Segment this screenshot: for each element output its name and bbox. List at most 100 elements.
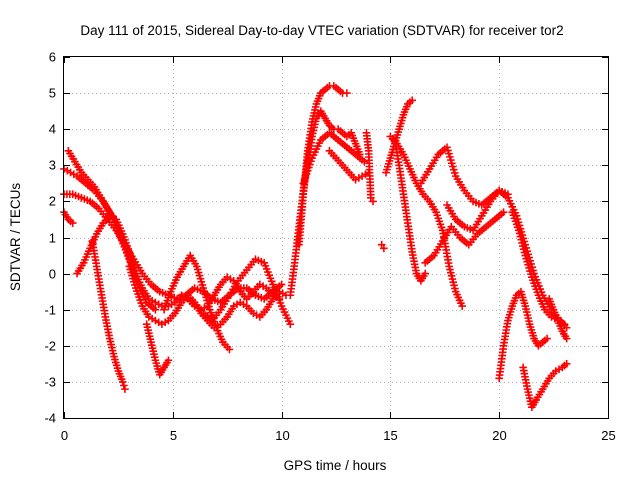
y-tick-label: 2: [49, 194, 56, 209]
data-point: [526, 256, 534, 265]
data-point: [387, 151, 396, 159]
data-point: [383, 165, 391, 174]
data-point: [198, 281, 207, 289]
data-point: [128, 257, 136, 266]
data-point: [518, 290, 526, 299]
data-point: [531, 282, 539, 291]
data-point: [369, 197, 377, 206]
data-point: [265, 271, 273, 279]
grid: [64, 57, 608, 418]
data-point: [130, 278, 138, 286]
data-point: [68, 219, 77, 227]
data-series: [417, 143, 512, 209]
data-point: [151, 356, 160, 365]
data-point: [445, 262, 453, 271]
data-point: [530, 279, 538, 288]
data-point: [507, 305, 516, 313]
data-point: [264, 268, 272, 276]
x-tick-label: 25: [601, 428, 615, 443]
data-point: [518, 293, 527, 302]
x-tick-label: 10: [275, 428, 289, 443]
data-point: [267, 277, 276, 286]
data-point: [133, 287, 141, 295]
data-point: [408, 96, 416, 105]
data-series: [508, 208, 569, 328]
data-point: [135, 293, 143, 301]
data-point: [562, 360, 571, 368]
data-point: [543, 334, 551, 343]
data-point: [207, 308, 215, 317]
data-point: [200, 287, 208, 295]
y-axis-label: SDTVAR / TECUs: [8, 183, 23, 292]
data-point: [162, 299, 171, 308]
y-tick-label: 1: [49, 231, 56, 246]
data-point: [303, 166, 312, 175]
data-point: [519, 242, 527, 250]
data-point: [137, 299, 146, 307]
data-point: [202, 293, 210, 302]
data-point: [515, 229, 524, 238]
data-point: [449, 165, 458, 174]
x-tick-label: 15: [383, 428, 397, 443]
data-point: [527, 326, 536, 334]
data-point: [532, 285, 540, 294]
data-point: [529, 331, 537, 340]
data-point: [205, 305, 214, 314]
data-point: [211, 320, 220, 329]
data-point: [199, 284, 208, 292]
data-point: [421, 269, 430, 278]
data-point: [398, 113, 407, 122]
data-point: [533, 288, 542, 297]
data-point: [131, 281, 139, 289]
data-point: [435, 217, 444, 226]
data-point: [520, 299, 529, 308]
data-point: [432, 208, 440, 217]
data-point: [528, 273, 536, 282]
data-point: [195, 271, 204, 280]
data-point: [446, 265, 454, 274]
data-point: [122, 239, 130, 247]
data-point: [499, 208, 508, 217]
data-point: [519, 245, 528, 254]
data-point: [524, 261, 532, 269]
data-point: [523, 257, 531, 266]
data-point: [519, 296, 528, 305]
data-point: [205, 302, 213, 311]
data-point: [127, 268, 135, 277]
data-point: [192, 262, 201, 271]
y-tick-label: 4: [49, 122, 56, 137]
data-point: [383, 162, 392, 171]
data-point: [525, 320, 534, 328]
data-point: [517, 287, 525, 296]
data-point: [286, 320, 295, 328]
y-tick-label: -2: [44, 339, 56, 354]
data-point: [197, 278, 206, 286]
x-tick-label: 5: [170, 428, 177, 443]
data-point: [386, 154, 395, 162]
y-tick-label: -1: [44, 303, 56, 318]
data-point: [266, 274, 275, 283]
data-point: [111, 355, 119, 364]
data-point: [436, 220, 445, 229]
y-tick-label: 3: [49, 158, 56, 173]
data-point: [302, 170, 311, 178]
data-point: [300, 176, 309, 184]
data-point: [126, 265, 135, 274]
data-point: [526, 267, 534, 275]
data-point: [160, 305, 168, 314]
data-point: [204, 299, 212, 308]
data-point: [527, 270, 535, 278]
data-series: [362, 129, 377, 206]
data-point: [528, 329, 537, 337]
data-series: [299, 129, 369, 188]
data-point: [164, 293, 173, 302]
data-point: [118, 230, 127, 238]
data-point: [504, 316, 512, 325]
data-series: [390, 136, 430, 285]
data-point: [118, 378, 127, 386]
data-point: [510, 214, 519, 223]
data-point: [433, 211, 441, 220]
data-point: [527, 260, 535, 268]
data-point: [522, 254, 531, 263]
data-point: [506, 308, 515, 316]
